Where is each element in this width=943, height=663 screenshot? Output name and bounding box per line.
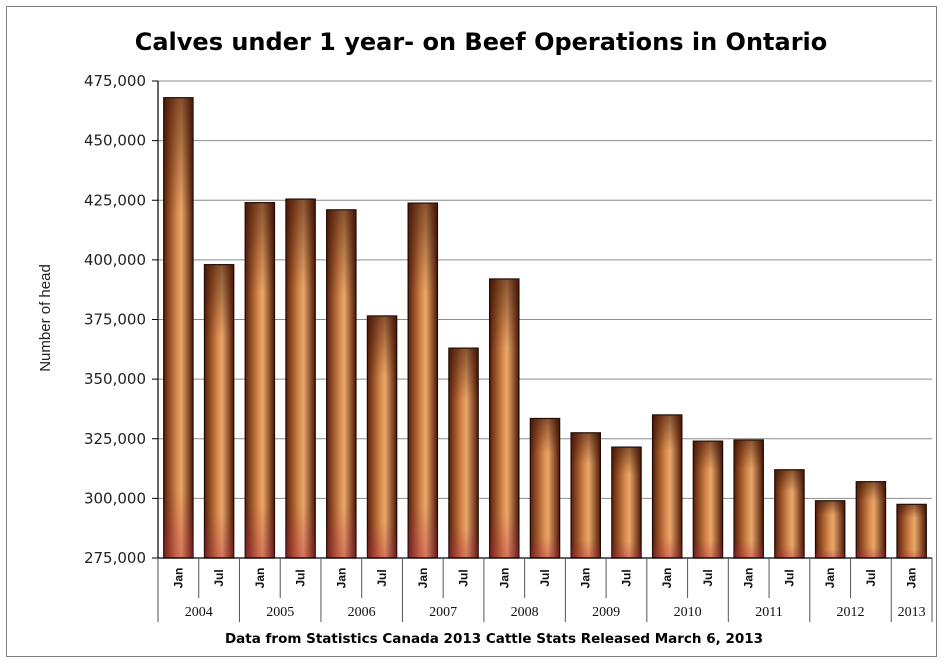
source-note: Data from Statistics Canada 2013 Cattle …	[225, 631, 763, 647]
y-tick-label: 425,000	[84, 191, 146, 209]
x-tick-label: Jul	[782, 569, 796, 586]
bar-shading	[774, 469, 805, 558]
year-label: 2008	[511, 605, 539, 620]
year-label: 2009	[592, 605, 620, 620]
year-label: 2004	[185, 605, 213, 620]
year-label: 2012	[837, 605, 865, 620]
x-tick-label: Jan	[334, 568, 348, 589]
y-tick-labels: 275,000 300,000 325,000 350,000 375,000 400,0…	[84, 72, 146, 567]
bar-shading	[204, 264, 234, 558]
bars	[163, 97, 927, 559]
bar-shading	[652, 414, 682, 558]
y-tick-label: 275,000	[84, 549, 146, 567]
bar-shading	[856, 481, 886, 558]
x-tick-label: Jan	[253, 568, 267, 589]
year-label: 2007	[429, 605, 457, 620]
x-tick-label: Jan	[171, 568, 185, 589]
bar-shading	[448, 348, 479, 558]
y-axis-label: Number of head	[37, 264, 54, 372]
bar-shading	[530, 418, 560, 558]
y-tick-label: 475,000	[84, 72, 146, 90]
year-label: 2010	[674, 605, 702, 620]
x-tick-label: Jul	[294, 569, 308, 586]
year-label: 2011	[755, 605, 782, 620]
bar-shading	[245, 202, 275, 558]
bar-shading	[611, 447, 642, 558]
bar-shading	[734, 439, 764, 558]
x-tick-label: Jan	[497, 568, 511, 589]
bar-shading	[489, 278, 519, 558]
year-label: 2005	[266, 605, 294, 620]
x-tick-label: Jan	[660, 568, 674, 589]
x-tick-label: Jul	[619, 569, 633, 586]
x-tick-label: Jul	[457, 569, 471, 586]
x-tick-label: Jul	[375, 569, 389, 586]
year-label: 2013	[898, 605, 926, 620]
x-tick-label: Jul	[701, 569, 715, 586]
y-tick-label: 350,000	[84, 370, 146, 388]
x-tick-label: Jul	[538, 569, 552, 586]
x-tick-label: Jan	[742, 568, 756, 589]
x-axis-labels: Jan Jul Jan Jul Jan Jul Jan Jul Jan Jul Jan Jul Jan J…	[157, 558, 933, 622]
bar-shading	[571, 432, 601, 558]
chart-title: Calves under 1 year- on Beef Operations …	[135, 28, 828, 56]
axes	[157, 81, 932, 559]
bar-shading	[815, 500, 845, 558]
y-tick-label: 375,000	[84, 311, 146, 329]
x-tick-label: Jan	[823, 568, 837, 589]
bar-shading	[896, 504, 927, 558]
y-tick-label: 400,000	[84, 251, 146, 269]
bar-shading	[693, 441, 723, 558]
bar-shading	[367, 315, 397, 558]
x-tick-label: Jul	[864, 569, 878, 586]
bar-shading	[285, 199, 316, 558]
x-tick-label: Jul	[212, 569, 226, 586]
bar-shading	[163, 97, 194, 558]
y-tick-label: 325,000	[84, 430, 146, 448]
y-tick-label: 300,000	[84, 489, 146, 507]
x-tick-label: Jan	[416, 568, 430, 589]
bar-shading	[326, 209, 356, 559]
y-tick-label: 450,000	[84, 132, 146, 150]
x-tick-label: Jan	[905, 568, 919, 589]
x-tick-label: Jan	[579, 568, 593, 589]
bar-shading	[408, 203, 438, 558]
year-label: 2006	[348, 605, 376, 620]
